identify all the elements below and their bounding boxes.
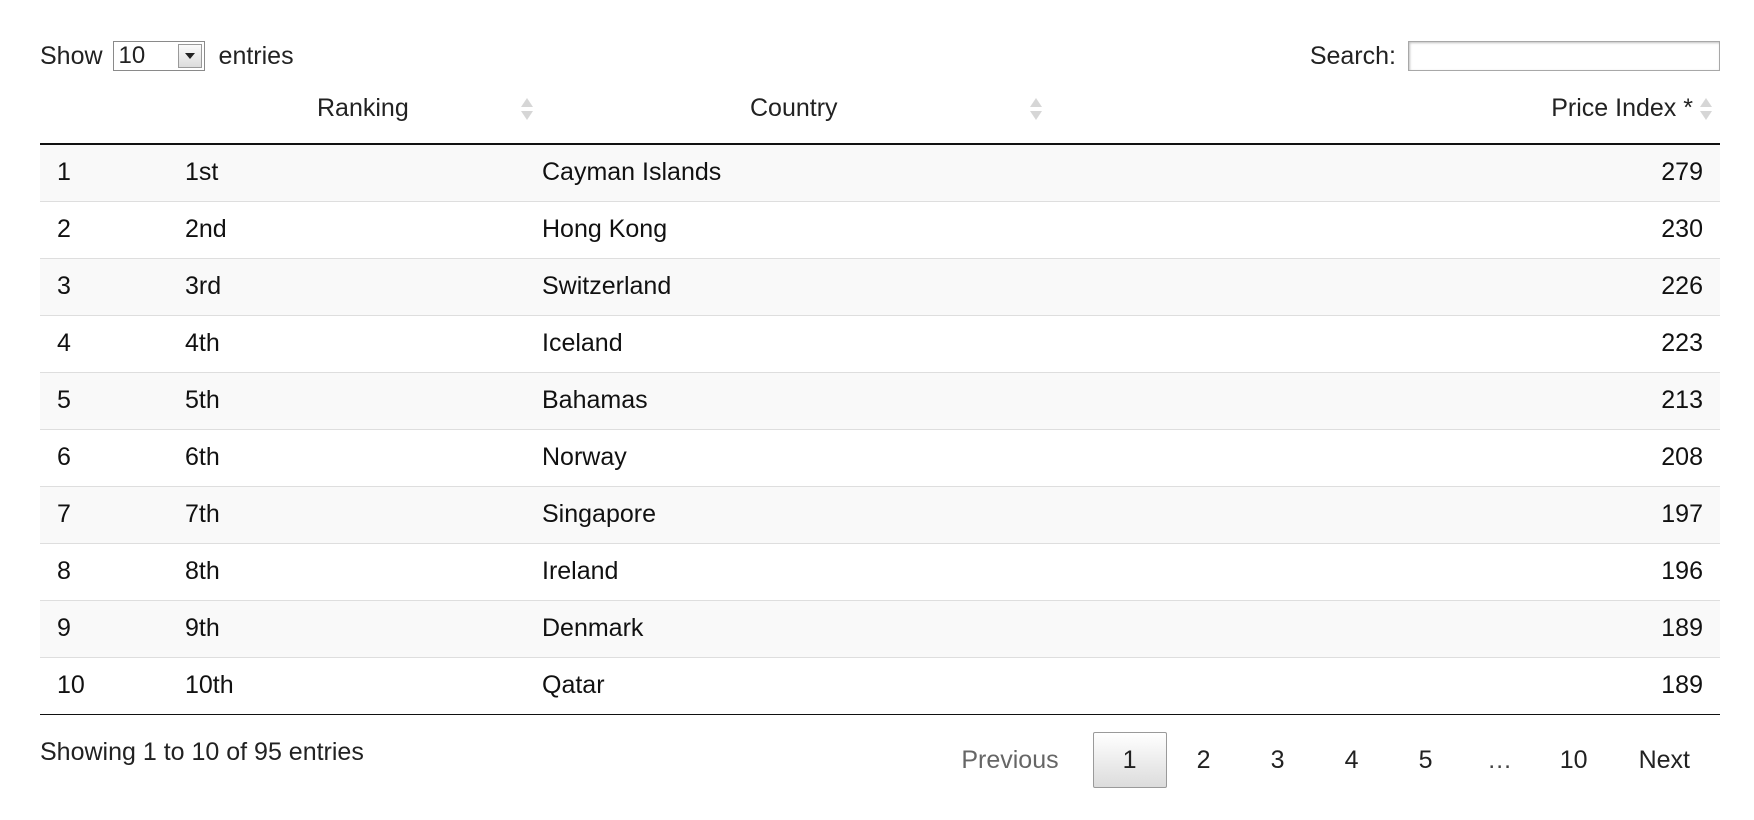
entries-label: entries <box>218 41 294 70</box>
cell-country: Qatar <box>540 657 1050 715</box>
cell-price-index: 189 <box>1050 657 1720 715</box>
cell-price-index: 230 <box>1050 201 1720 259</box>
page-button-4[interactable]: 4 <box>1344 745 1359 774</box>
table-row[interactable]: 6 6th Norway 208 <box>40 429 1720 487</box>
entries-length-control: Show 10 entries <box>40 38 294 74</box>
page-button-2[interactable]: 2 <box>1196 745 1211 774</box>
cell-country: Iceland <box>540 315 1050 373</box>
page-button-10[interactable]: 10 <box>1559 745 1588 774</box>
cell-price-index: 223 <box>1050 315 1720 373</box>
cell-country: Denmark <box>540 600 1050 658</box>
column-header-price-index-label: Price Index * <box>1551 94 1693 122</box>
cell-price-index: 208 <box>1050 429 1720 487</box>
data-table: Ranking Country Price Index * 1 1st Caym… <box>40 82 1720 715</box>
table-row[interactable]: 2 2nd Hong Kong 230 <box>40 201 1720 259</box>
search-label: Search: <box>1309 41 1396 70</box>
cell-ranking: 6th <box>182 429 540 487</box>
table-row[interactable]: 7 7th Singapore 197 <box>40 486 1720 544</box>
cell-ranking: 1st <box>182 144 540 202</box>
cell-index: 8 <box>40 543 182 601</box>
cell-price-index: 197 <box>1050 486 1720 544</box>
entries-per-page-select[interactable]: 10 <box>112 41 205 71</box>
cell-ranking: 3rd <box>182 258 540 316</box>
previous-page-button[interactable]: Previous <box>961 745 1059 774</box>
cell-index: 10 <box>40 657 182 715</box>
cell-index: 5 <box>40 372 182 430</box>
page-button-1[interactable]: 1 <box>1092 732 1167 788</box>
cell-country: Norway <box>540 429 1050 487</box>
cell-country: Bahamas <box>540 372 1050 430</box>
sort-both-icon <box>521 98 533 124</box>
entries-per-page-value: 10 <box>118 42 146 69</box>
cell-index: 3 <box>40 258 182 316</box>
cell-index: 6 <box>40 429 182 487</box>
cell-ranking: 8th <box>182 543 540 601</box>
table-row[interactable]: 9 9th Denmark 189 <box>40 600 1720 658</box>
column-header-country-label: Country <box>750 94 838 122</box>
table-row[interactable]: 8 8th Ireland 196 <box>40 543 1720 601</box>
cell-ranking: 4th <box>182 315 540 373</box>
cell-price-index: 213 <box>1050 372 1720 430</box>
column-header-index[interactable] <box>40 82 182 145</box>
table-row[interactable]: 5 5th Bahamas 213 <box>40 372 1720 430</box>
cell-country: Singapore <box>540 486 1050 544</box>
cell-ranking: 5th <box>182 372 540 430</box>
cell-ranking: 2nd <box>182 201 540 259</box>
cell-ranking: 10th <box>182 657 540 715</box>
table-info: Showing 1 to 10 of 95 entries <box>40 738 364 766</box>
column-header-price-index[interactable]: Price Index * <box>1050 82 1720 145</box>
sort-both-icon <box>1030 98 1042 124</box>
column-header-ranking[interactable]: Ranking <box>182 82 540 145</box>
table-row[interactable]: 4 4th Iceland 223 <box>40 315 1720 373</box>
cell-country: Hong Kong <box>540 201 1050 259</box>
show-label: Show <box>40 41 103 70</box>
cell-country: Switzerland <box>540 258 1050 316</box>
table-row[interactable]: 10 10th Qatar 189 <box>40 657 1720 715</box>
cell-price-index: 189 <box>1050 600 1720 658</box>
pagination-ellipsis: … <box>1487 745 1513 774</box>
cell-index: 1 <box>40 144 182 202</box>
cell-price-index: 279 <box>1050 144 1720 202</box>
page-button-5[interactable]: 5 <box>1418 745 1433 774</box>
cell-index: 9 <box>40 600 182 658</box>
cell-ranking: 9th <box>182 600 540 658</box>
search-control: Search: <box>1310 38 1720 74</box>
table-row[interactable]: 3 3rd Switzerland 226 <box>40 258 1720 316</box>
pagination: Previous 1 2 3 4 5 … 10 Next <box>927 730 1720 790</box>
sort-both-icon <box>1700 98 1712 124</box>
cell-country: Ireland <box>540 543 1050 601</box>
cell-price-index: 226 <box>1050 258 1720 316</box>
cell-country: Cayman Islands <box>540 144 1050 202</box>
cell-index: 4 <box>40 315 182 373</box>
table-header-row: Ranking Country Price Index * <box>40 82 1720 145</box>
column-header-country[interactable]: Country <box>540 82 1050 145</box>
search-input[interactable] <box>1408 41 1720 71</box>
cell-index: 2 <box>40 201 182 259</box>
column-header-ranking-label: Ranking <box>317 94 409 122</box>
page-button-3[interactable]: 3 <box>1270 745 1285 774</box>
table-row[interactable]: 1 1st Cayman Islands 279 <box>40 144 1720 202</box>
next-page-button[interactable]: Next <box>1638 745 1690 774</box>
cell-ranking: 7th <box>182 486 540 544</box>
chevron-down-icon[interactable] <box>177 44 202 68</box>
cell-index: 7 <box>40 486 182 544</box>
cell-price-index: 196 <box>1050 543 1720 601</box>
